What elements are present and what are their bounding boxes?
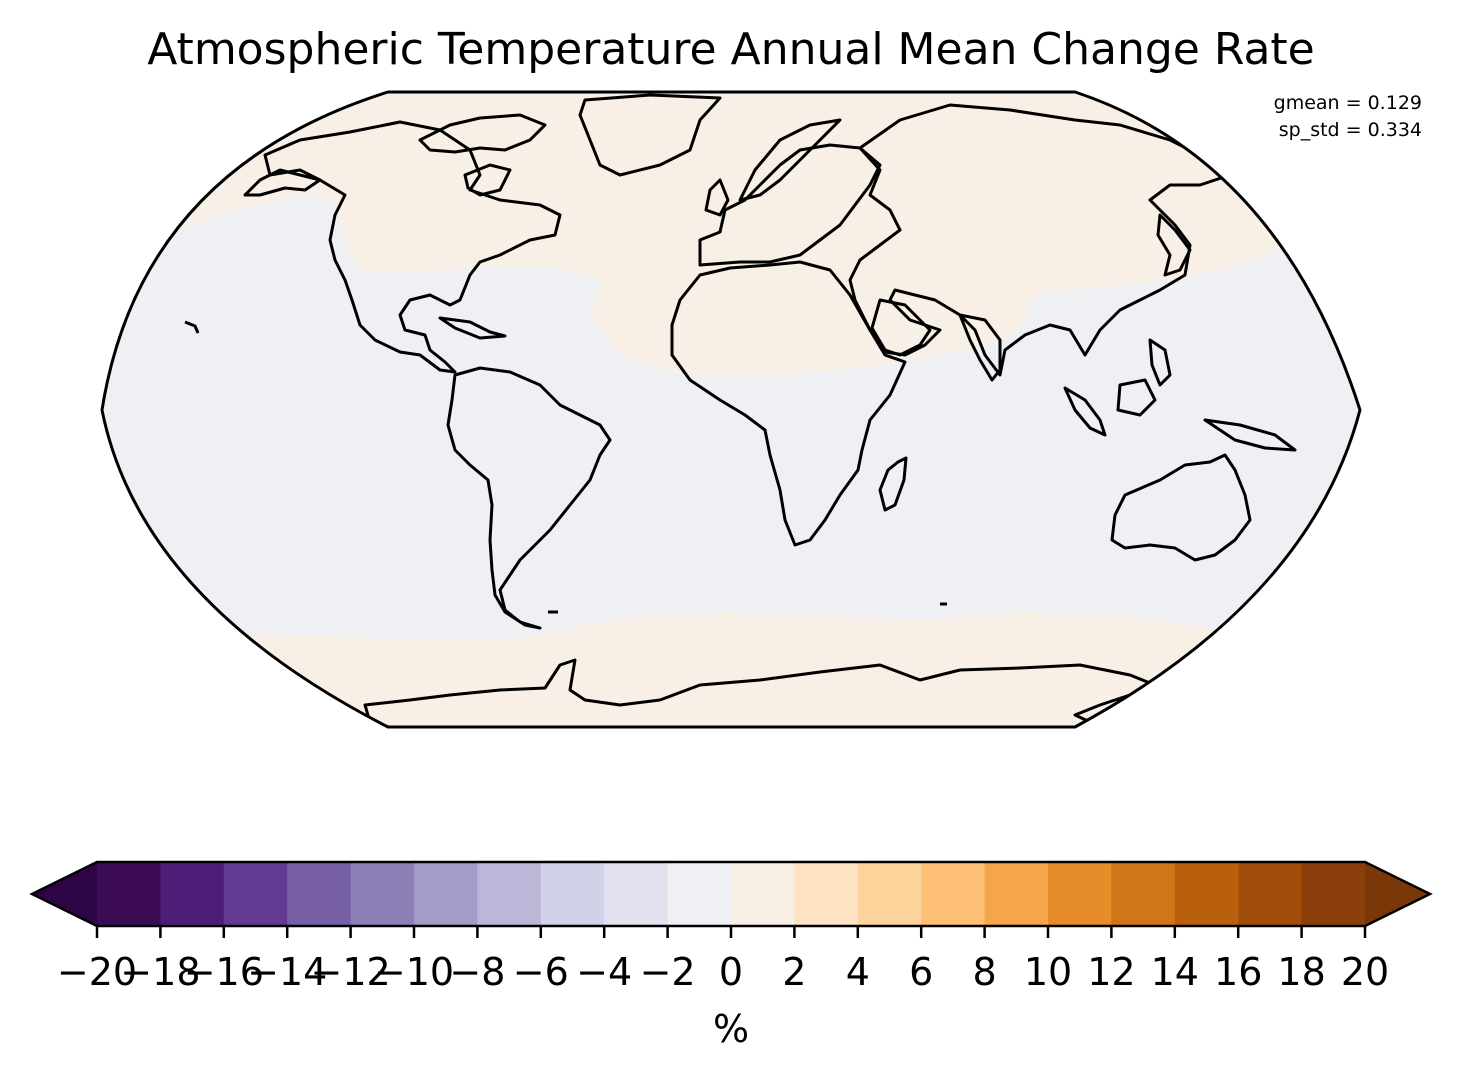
colorbar-tick-label: 16: [1214, 950, 1262, 994]
field-positive-south: [102, 612, 1360, 727]
sp-std-annotation: sp_std = 0.334: [1278, 119, 1422, 141]
colorbar-segment: [414, 862, 478, 926]
coast-greenland: [578, 93, 722, 177]
coast-alaska: [243, 168, 322, 197]
coast-india: [958, 313, 1002, 382]
field-positive-north: [102, 92, 1360, 378]
colorbar-segment: [1301, 862, 1366, 926]
colorbar-segment: [97, 862, 161, 926]
coast-australia: [1110, 453, 1252, 562]
coast-sumatra: [1063, 386, 1107, 437]
colorbar-segment: [1238, 862, 1303, 926]
colorbar-tick-label: −20: [57, 950, 137, 994]
colorbar-segment: [1048, 862, 1112, 926]
colorbar-segment: [921, 862, 986, 926]
colorbar-tick-label: −4: [576, 950, 632, 994]
colorbar-segment: [667, 862, 732, 926]
coast-philippines: [1148, 338, 1172, 387]
colorbar-segment: [731, 862, 795, 926]
colorbar-segments: [97, 862, 1366, 926]
colorbar-segment: [984, 862, 1049, 926]
colorbar-tick-label: −12: [310, 950, 390, 994]
colorbar-segment: [1111, 862, 1176, 926]
colorbar-tick-label: 4: [846, 950, 870, 994]
colorbar-over-triangle: [1365, 862, 1430, 926]
colorbar-tick-label: 6: [909, 950, 933, 994]
colorbar-tick-label: 0: [719, 950, 743, 994]
coast-baffin: [463, 163, 512, 197]
coastlines: [184, 93, 1312, 727]
map-field: [102, 92, 1360, 727]
coast-south-america: [446, 366, 612, 630]
coast-arctic-islands: [418, 113, 547, 154]
colorbar-segment: [604, 862, 669, 926]
colorbar-tick-label: 10: [1024, 950, 1072, 994]
colorbar-tick-label: −6: [513, 950, 569, 994]
colorbar-tick-label: −16: [184, 950, 264, 994]
colorbar-segment: [160, 862, 225, 926]
colorbar-tick-label: −14: [247, 950, 327, 994]
coast-new-guinea: [1203, 418, 1297, 452]
colorbar-segment: [223, 862, 288, 926]
coast-uk: [704, 178, 730, 217]
chart-title: Atmospheric Temperature Annual Mean Chan…: [147, 24, 1315, 75]
colorbar-segment: [540, 862, 605, 926]
colorbar-tick-label: 2: [782, 950, 806, 994]
coast-africa: [670, 260, 907, 547]
colorbar-segment: [794, 862, 859, 926]
coast-north-america: [263, 120, 562, 374]
colorbar-tick-label: −8: [449, 950, 505, 994]
map-boundary: [100, 90, 1362, 729]
coast-caribbean: [438, 316, 507, 340]
colorbar-segment: [1174, 862, 1239, 926]
colorbar-tick-label: −2: [640, 950, 696, 994]
colorbar-tick-label: 8: [973, 950, 997, 994]
colorbar-tick-label: 20: [1341, 950, 1389, 994]
colorbar-tick-label: −10: [374, 950, 454, 994]
colorbar-tick-label: 14: [1151, 950, 1199, 994]
colorbar-tick-label: 18: [1277, 950, 1325, 994]
coast-madagascar: [878, 456, 908, 512]
colorbar-tick-label: 12: [1087, 950, 1135, 994]
colorbar-under-triangle: [32, 862, 97, 926]
coast-scandinavia: [738, 118, 842, 202]
colorbar-units-label: %: [712, 1007, 750, 1051]
colorbar-segment: [477, 862, 542, 926]
colorbar-ticks: −20−18−16−14−12−10−8 −6 −4 −2 0 2 4 6 8 10 12 14 16 1…: [57, 926, 1389, 994]
gmean-annotation: gmean = 0.129: [1273, 92, 1422, 114]
colorbar-tick-label: −18: [120, 950, 200, 994]
coast-hawaii: [184, 320, 200, 334]
coast-arabia: [870, 298, 932, 357]
coast-japan: [1156, 213, 1192, 277]
coast-borneo: [1116, 378, 1157, 417]
colorbar-segment: [287, 862, 352, 926]
colorbar-segment: [857, 862, 922, 926]
colorbar-segment: [350, 862, 415, 926]
